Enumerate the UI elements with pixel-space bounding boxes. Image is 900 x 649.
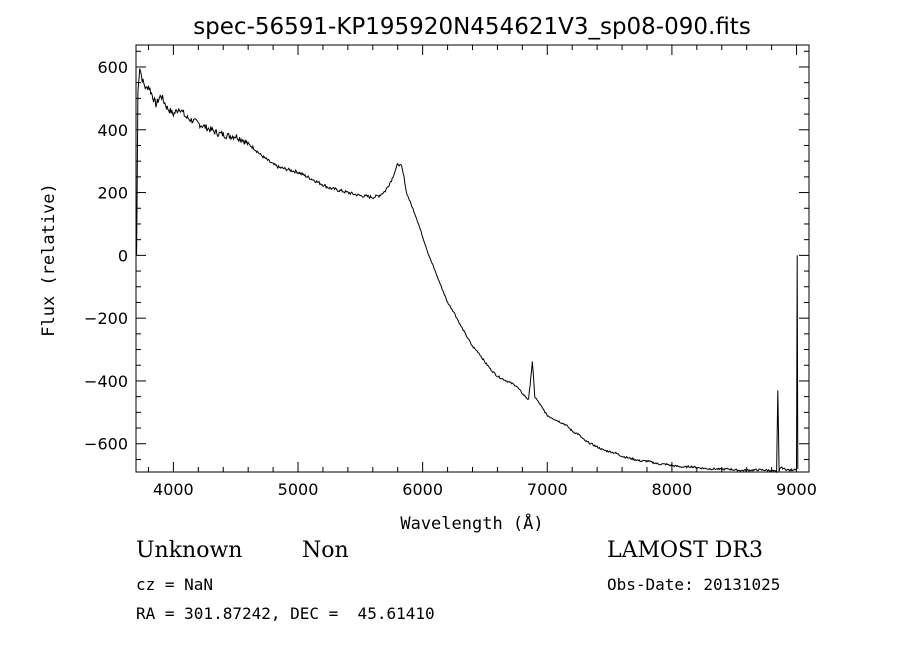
x-tick-label: 7000	[527, 480, 568, 499]
chart-title: spec-56591-KP195920N454621V3_sp08-090.fi…	[193, 14, 751, 40]
x-tick-label: 6000	[402, 480, 443, 499]
y-tick-label: 600	[97, 58, 128, 77]
object-class: Unknown	[136, 538, 243, 563]
obs-date-text: Obs-Date: 20131025	[607, 575, 781, 594]
y-axis-label: Flux (relative)	[39, 183, 59, 337]
redshift-text: cz = NaN	[136, 575, 214, 594]
x-tick-label: 4000	[153, 480, 194, 499]
x-tick-label: 9000	[776, 480, 817, 499]
object-subclass: Non	[302, 538, 349, 563]
survey-label: LAMOST DR3	[607, 538, 763, 563]
y-tick-label: 200	[97, 184, 128, 203]
axis-ticks	[136, 45, 809, 472]
y-tick-label: −200	[84, 309, 128, 328]
axis-tick-labels: 4000 5000 6000 7000 8000 9000 600 400 200 0 −200 −4…	[84, 58, 817, 499]
x-tick-label: 8000	[652, 480, 693, 499]
y-tick-label: −600	[84, 435, 128, 454]
x-axis-label: Wavelength (Å)	[400, 512, 543, 534]
y-tick-label: 400	[97, 121, 128, 140]
y-tick-label: −400	[84, 372, 128, 391]
plot-frame	[135, 44, 810, 473]
y-tick-label: 0	[118, 246, 128, 265]
flux-series-line	[136, 68, 799, 474]
x-tick-label: 5000	[278, 480, 319, 499]
coordinates-text: RA = 301.87242, DEC = 45.61410	[136, 604, 435, 623]
